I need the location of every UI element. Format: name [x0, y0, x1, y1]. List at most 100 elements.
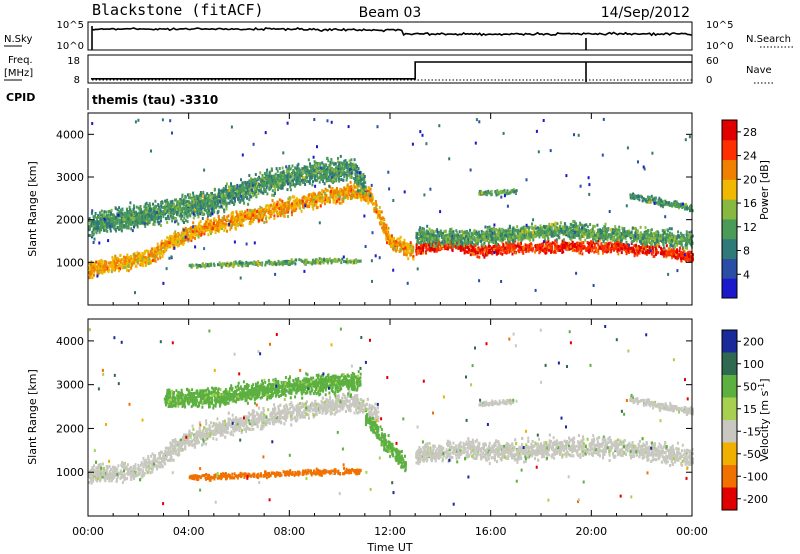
data-cell	[288, 202, 291, 206]
data-cell	[120, 210, 123, 214]
data-cell	[152, 222, 155, 226]
data-cell	[128, 218, 131, 222]
data-cell	[298, 173, 301, 177]
data-cell	[353, 183, 356, 187]
data-cell	[407, 257, 410, 261]
nsearch-tick-bottom: 10^0	[706, 41, 733, 52]
data-cell	[212, 222, 215, 225]
data-cell	[297, 204, 300, 208]
data-cell	[213, 219, 216, 223]
data-cell	[296, 181, 299, 185]
data-cell	[130, 209, 132, 213]
data-cell	[146, 211, 149, 215]
data-cell	[160, 244, 163, 248]
data-cell	[208, 227, 211, 231]
data-cell	[233, 201, 236, 205]
data-cell	[361, 187, 364, 191]
data-cell	[280, 203, 283, 207]
data-cell	[390, 234, 393, 238]
data-cell	[176, 233, 179, 237]
data-cell	[116, 216, 119, 220]
data-cell	[283, 181, 286, 185]
data-cell	[221, 221, 224, 225]
data-cell	[306, 173, 309, 177]
data-cell	[90, 211, 93, 215]
data-cell	[211, 194, 214, 198]
data-cell	[221, 219, 224, 223]
data-cell	[289, 173, 292, 176]
data-cell	[243, 201, 246, 205]
data-cell	[127, 269, 130, 273]
data-cell	[313, 160, 316, 164]
data-cell	[201, 230, 204, 234]
data-cell	[581, 252, 584, 256]
data-cell	[94, 212, 97, 215]
data-cell	[356, 185, 359, 188]
data-cell	[276, 200, 279, 204]
data-cell	[118, 258, 121, 262]
data-cell	[371, 198, 373, 202]
data-cell	[221, 201, 224, 205]
data-cell	[248, 187, 251, 191]
data-cell	[294, 262, 297, 266]
data-cell	[116, 256, 119, 260]
data-cell	[265, 220, 268, 224]
frequency-panel: Freq. [MHz] 18 8 60 0 Nave	[4, 54, 775, 86]
data-cell	[154, 254, 157, 258]
data-cell	[158, 211, 161, 215]
data-cell	[255, 214, 258, 218]
data-cell	[407, 250, 409, 254]
data-cell	[173, 237, 176, 241]
data-cell	[282, 214, 285, 218]
data-cell	[171, 219, 174, 223]
data-cell	[217, 224, 220, 228]
data-cell	[101, 262, 104, 266]
data-cell	[154, 199, 157, 203]
data-cell	[232, 191, 235, 195]
data-cell	[230, 262, 232, 266]
data-cell	[311, 171, 314, 175]
data-cell	[211, 207, 214, 211]
data-cell	[223, 201, 226, 205]
data-cell	[341, 189, 344, 193]
data-cell	[117, 212, 120, 216]
data-cell	[238, 223, 241, 227]
data-cell	[221, 197, 224, 201]
data-cell	[157, 215, 160, 219]
data-cell	[205, 220, 208, 224]
data-cell	[311, 194, 313, 198]
data-cell	[126, 264, 129, 268]
data-cell	[214, 231, 217, 235]
data-cell	[129, 262, 131, 266]
data-cell	[186, 193, 189, 197]
data-cell	[345, 173, 348, 177]
data-cell	[347, 173, 349, 177]
data-cell	[142, 215, 145, 219]
data-cell	[185, 231, 188, 235]
data-cell	[217, 188, 220, 192]
data-cell	[194, 232, 197, 236]
data-cell	[345, 194, 348, 198]
data-cell	[310, 164, 313, 168]
data-cell	[113, 257, 116, 261]
data-cell	[257, 177, 259, 181]
data-cell	[291, 164, 294, 168]
data-cell	[210, 192, 213, 196]
data-cell	[192, 191, 195, 195]
data-cell	[198, 231, 201, 235]
data-cell	[346, 257, 349, 261]
data-cell	[224, 188, 227, 192]
data-cell	[164, 209, 167, 213]
data-cell	[476, 255, 479, 259]
data-cell	[275, 263, 278, 267]
data-cell	[325, 259, 328, 262]
data-cell	[123, 211, 126, 215]
data-cell	[337, 169, 340, 173]
data-cell	[306, 169, 309, 173]
data-cell	[183, 234, 185, 238]
data-cell	[276, 169, 279, 173]
data-cell	[100, 209, 103, 213]
data-cell	[169, 235, 171, 239]
data-cell	[124, 258, 127, 262]
data-cell	[378, 210, 381, 214]
